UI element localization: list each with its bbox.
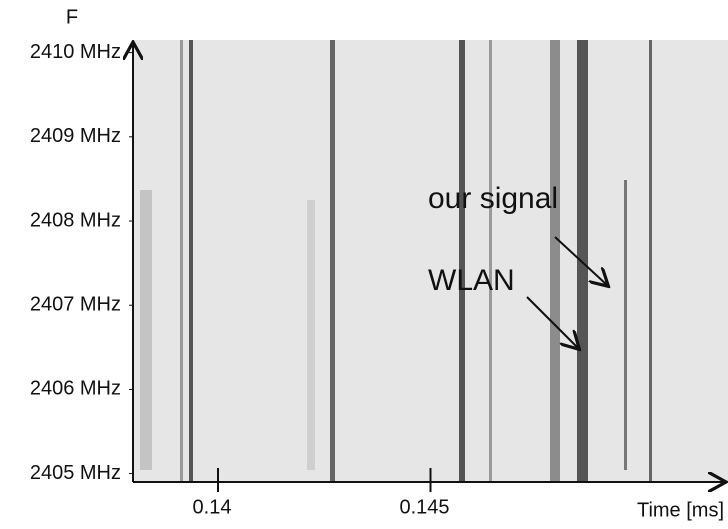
y-tick-label: 2410 MHz [30, 41, 121, 63]
y-tick-label: 2406 MHz [30, 378, 121, 400]
stripe [140, 190, 152, 470]
y-tick-label: 2407 MHz [30, 293, 121, 315]
y-tick-label: 2409 MHz [30, 125, 121, 147]
y-axis-label: F [66, 6, 78, 28]
x-tick-label: 0.145 [399, 496, 449, 518]
stripe [489, 40, 492, 482]
annotation: WLAN [428, 264, 515, 297]
arrow [526, 296, 578, 348]
stripe [624, 180, 627, 470]
stripe [189, 40, 193, 482]
x-tick-label: 0.14 [193, 496, 232, 518]
stripe [330, 40, 335, 482]
y-tick-label: 2405 MHz [30, 462, 121, 484]
stripe [180, 40, 183, 482]
stripe [459, 40, 465, 482]
annotation: our signal [428, 182, 558, 215]
plot-background [133, 40, 728, 482]
arrow [554, 236, 607, 285]
stripe [649, 40, 652, 482]
stripe [307, 200, 315, 470]
stripe [577, 40, 588, 482]
x-axis-label: Time [ms] [637, 499, 724, 521]
spectrogram [133, 40, 728, 482]
y-tick-label: 2408 MHz [30, 209, 121, 231]
stripe [550, 40, 560, 482]
